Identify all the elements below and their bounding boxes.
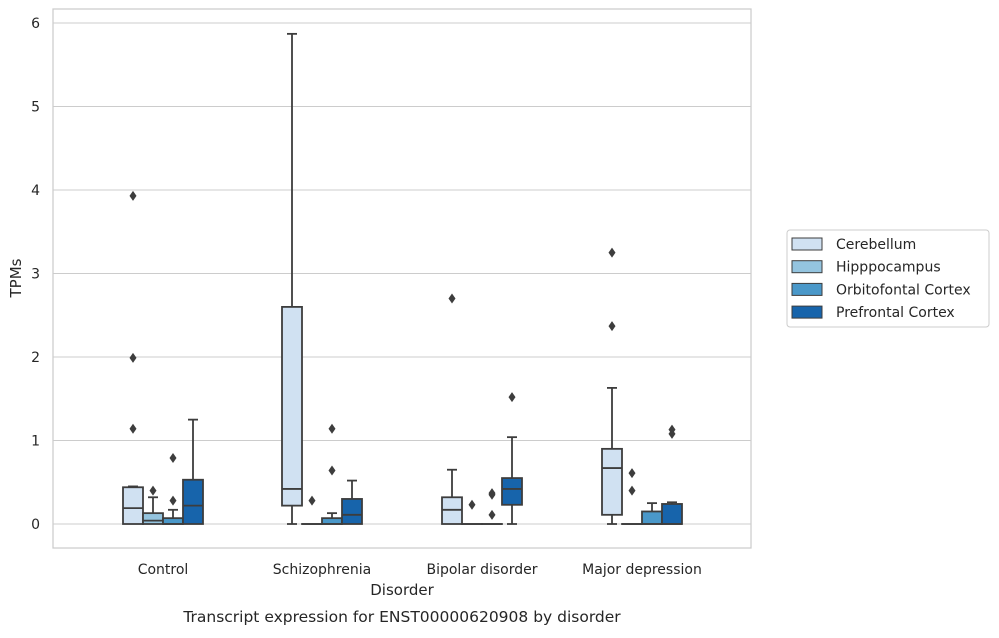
outlier-point bbox=[489, 510, 496, 520]
outlier-point bbox=[170, 496, 177, 506]
outlier-point bbox=[130, 353, 137, 363]
box-body bbox=[342, 499, 362, 524]
box-prefrontal-cortex-0 bbox=[183, 420, 203, 524]
legend-label: Cerebellum bbox=[836, 237, 916, 253]
y-tick-label: 5 bbox=[31, 100, 40, 116]
outlier-point bbox=[130, 191, 137, 201]
box-cerebellum-1 bbox=[282, 34, 302, 524]
box-orbitofontal-cortex-0 bbox=[163, 453, 183, 524]
box-body bbox=[642, 511, 662, 524]
legend-swatch bbox=[792, 261, 822, 273]
y-tick-labels: 0 1 2 3 4 5 6 bbox=[31, 16, 40, 533]
outlier-point bbox=[509, 392, 516, 402]
box-body bbox=[502, 478, 522, 505]
box-body bbox=[143, 513, 163, 524]
legend-label: Prefrontal Cortex bbox=[836, 305, 955, 321]
box-hipppocampus-0 bbox=[143, 486, 163, 524]
box-orbitofontal-cortex-1 bbox=[322, 424, 342, 524]
outlier-point bbox=[130, 424, 137, 434]
plot-frame bbox=[53, 9, 751, 548]
x-tick-label: Bipolar disorder bbox=[426, 562, 537, 578]
box-cerebellum-2 bbox=[442, 294, 462, 524]
box-cerebellum-3 bbox=[602, 248, 622, 524]
x-tick-label: Control bbox=[138, 562, 189, 578]
box-hipppocampus-1 bbox=[302, 496, 322, 524]
box-body bbox=[123, 487, 143, 524]
y-tick-label: 6 bbox=[31, 16, 40, 32]
y-tick-label: 1 bbox=[31, 434, 40, 450]
y-axis-label: TPMs bbox=[7, 258, 25, 298]
box-body bbox=[602, 449, 622, 515]
x-tick-label: Schizophrenia bbox=[273, 562, 371, 578]
chart-title: Transcript expression for ENST0000062090… bbox=[182, 608, 621, 626]
box-orbitofontal-cortex-2 bbox=[482, 488, 502, 524]
outlier-point bbox=[329, 424, 336, 434]
outlier-point bbox=[309, 496, 316, 506]
outlier-point bbox=[609, 321, 616, 331]
y-gridlines bbox=[53, 23, 751, 524]
box-prefrontal-cortex-3 bbox=[662, 425, 682, 524]
boxplot-boxes bbox=[123, 34, 682, 524]
outlier-point bbox=[629, 486, 636, 496]
box-orbitofontal-cortex-3 bbox=[642, 503, 662, 524]
legend: Cerebellum Hipppocampus Orbitofontal Corte… bbox=[787, 230, 989, 327]
legend-label: Hipppocampus bbox=[836, 260, 941, 276]
y-tick-label: 4 bbox=[31, 183, 40, 199]
x-tick-label: Major depression bbox=[582, 562, 702, 578]
outlier-point bbox=[609, 248, 616, 258]
legend-swatch bbox=[792, 306, 822, 318]
box-hipppocampus-3 bbox=[622, 468, 642, 524]
legend-swatch bbox=[792, 283, 822, 295]
outlier-point bbox=[150, 486, 157, 496]
box-body bbox=[662, 504, 682, 524]
y-tick-label: 0 bbox=[31, 517, 40, 533]
box-hipppocampus-2 bbox=[462, 500, 482, 524]
outlier-point bbox=[329, 466, 336, 476]
legend-label: Orbitofontal Cortex bbox=[836, 282, 971, 298]
x-axis-label: Disorder bbox=[370, 581, 434, 599]
x-tick-labels: Control Schizophrenia Bipolar disorder Majo… bbox=[138, 562, 702, 578]
outlier-point bbox=[469, 500, 476, 510]
box-body bbox=[282, 307, 302, 506]
y-tick-label: 3 bbox=[31, 267, 40, 283]
box-prefrontal-cortex-2 bbox=[502, 392, 522, 524]
box-prefrontal-cortex-1 bbox=[342, 481, 362, 524]
legend-swatch bbox=[792, 238, 822, 250]
y-tick-label: 2 bbox=[31, 350, 40, 366]
outlier-point bbox=[629, 468, 636, 478]
box-body bbox=[183, 480, 203, 524]
outlier-point bbox=[489, 488, 496, 498]
outlier-point bbox=[449, 294, 456, 304]
outlier-point bbox=[170, 453, 177, 463]
